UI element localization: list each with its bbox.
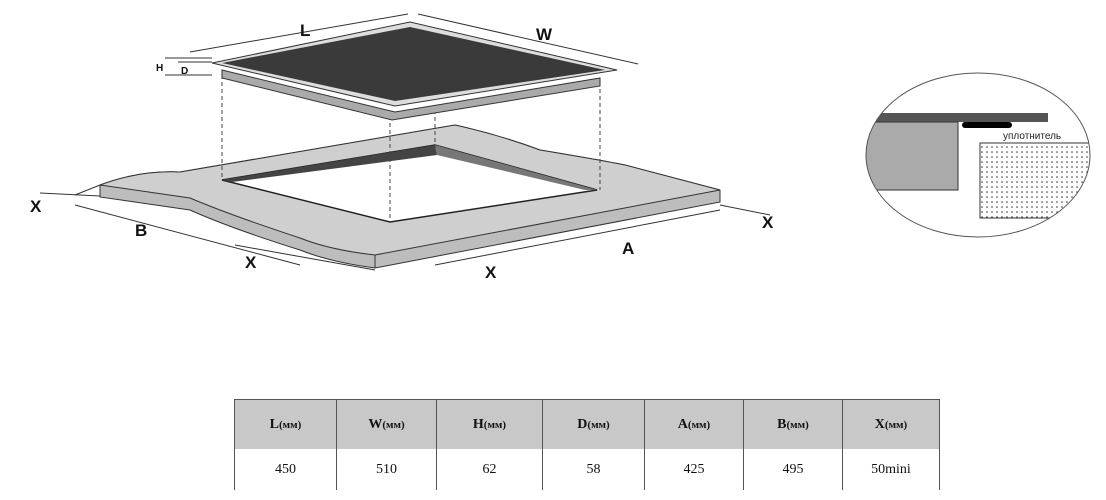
cell-l: 450 — [234, 449, 337, 490]
seal-label: уплотнитель — [1003, 131, 1061, 142]
header-h: H(мм) — [436, 399, 543, 449]
label-l: L — [300, 21, 310, 40]
header-l: L(мм) — [234, 399, 337, 449]
cell-a: 425 — [644, 449, 744, 490]
label-x-left: X — [30, 197, 42, 216]
label-a: A — [622, 239, 634, 258]
header-a: A(мм) — [644, 399, 744, 449]
label-x-bottom: X — [245, 253, 257, 272]
table-header-row: L(мм) W(мм) H(мм) D(мм) A(мм) B(мм) X(мм… — [234, 399, 940, 449]
cell-w: 510 — [336, 449, 437, 490]
dimension-lines — [39, 13, 771, 271]
header-w: W(мм) — [336, 399, 437, 449]
label-x-right: X — [762, 213, 774, 232]
label-w: W — [536, 25, 553, 44]
cell-d: 58 — [542, 449, 645, 490]
table-row: 450 510 62 58 425 495 50mini — [234, 449, 940, 490]
header-b: B(мм) — [743, 399, 843, 449]
label-x-front: X — [485, 263, 497, 282]
dimensions-table: L(мм) W(мм) H(мм) D(мм) A(мм) B(мм) X(мм… — [234, 399, 940, 490]
cell-x: 50mini — [842, 449, 940, 490]
seal-detail-inset: уплотнитель — [865, 72, 1091, 238]
label-h: H — [156, 63, 163, 74]
label-b: B — [135, 221, 147, 240]
header-d: D(мм) — [542, 399, 645, 449]
label-d: D — [181, 66, 188, 77]
countertop — [99, 124, 721, 269]
hob — [211, 21, 618, 121]
projection-lines — [221, 75, 601, 222]
cell-h: 62 — [436, 449, 543, 490]
cell-b: 495 — [743, 449, 843, 490]
header-x: X(мм) — [842, 399, 940, 449]
